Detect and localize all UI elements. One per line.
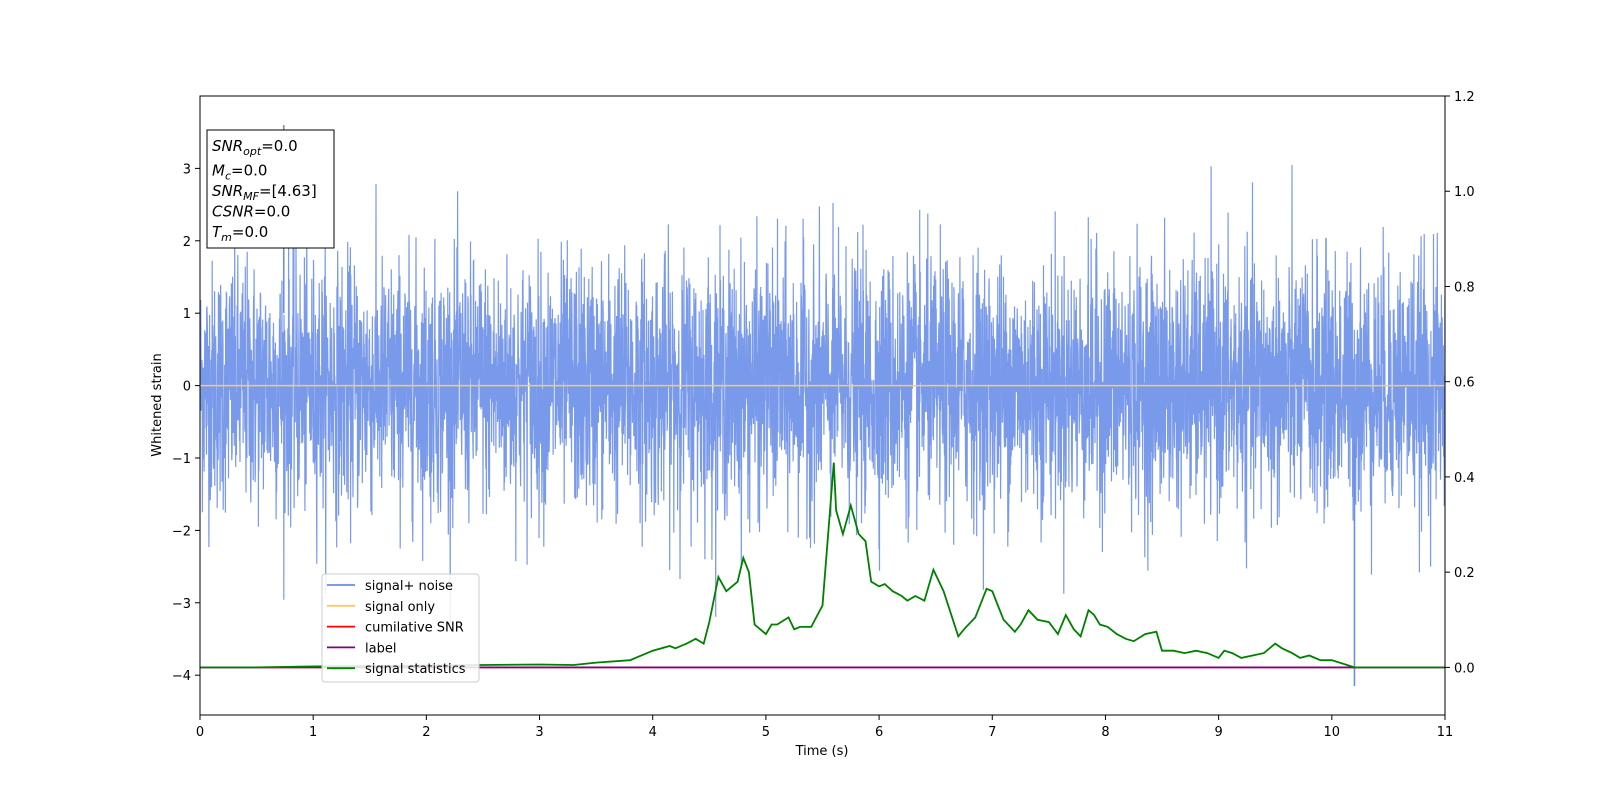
legend-label: label bbox=[365, 641, 396, 656]
series-signal-statistics bbox=[200, 462, 1445, 669]
info-box-frame bbox=[206, 129, 335, 249]
y-left-tick-label: 0 bbox=[183, 380, 191, 395]
x-axis-label: Time (s) bbox=[795, 744, 849, 759]
y-left-tick-label: 1 bbox=[183, 307, 191, 322]
x-tick-label: 6 bbox=[875, 725, 883, 740]
legend-label: signal only bbox=[365, 600, 435, 615]
y-right-tick-label: 1.2 bbox=[1454, 90, 1475, 105]
info-line: Mc=0.0 bbox=[212, 162, 267, 183]
info-line: Tm=0.0 bbox=[212, 223, 268, 244]
y-axis-label: Whitened strain bbox=[150, 353, 165, 456]
x-tick-label: 8 bbox=[1101, 725, 1109, 740]
plot-area bbox=[200, 124, 1445, 687]
y-right-tick-label: 0.8 bbox=[1454, 280, 1475, 295]
axes: 0 1 2 3 4 5 6 7 8 9 10 11 −4 −3 −2 −1 0 1 2 3 0.0 0.2 0.4 0.6 0.… bbox=[172, 90, 1475, 740]
x-tick-label: 3 bbox=[535, 725, 543, 740]
legend: signal+ noise signal only cumilative SNR la… bbox=[321, 573, 480, 683]
y-right-tick-label: 0.0 bbox=[1454, 661, 1475, 676]
y-right-tick-label: 0.6 bbox=[1454, 376, 1475, 391]
legend-label: signal+ noise bbox=[365, 579, 453, 594]
x-tick-label: 2 bbox=[422, 725, 430, 740]
y-right-tick-label: 0.2 bbox=[1454, 566, 1475, 581]
x-tick-label: 7 bbox=[988, 725, 996, 740]
legend-label: signal statistics bbox=[365, 662, 466, 677]
legend-label: cumilative SNR bbox=[365, 621, 464, 636]
info-line: SNRopt=0.0 bbox=[212, 137, 298, 158]
info-line: CSNR=0.0 bbox=[212, 203, 290, 221]
y-left-tick-label: −2 bbox=[172, 524, 191, 539]
y-left-tick-label: −3 bbox=[172, 597, 191, 612]
x-tick-label: 9 bbox=[1214, 725, 1222, 740]
y-left-tick-label: −4 bbox=[172, 669, 191, 684]
x-tick-label: 4 bbox=[649, 725, 657, 740]
series-signal-plus-noise bbox=[200, 165, 1445, 625]
axes-frame bbox=[199, 95, 1446, 716]
y-right-tick-label: 1.0 bbox=[1454, 185, 1475, 200]
y-right-tick-label: 0.4 bbox=[1454, 471, 1475, 486]
y-left-tick-label: −1 bbox=[172, 452, 191, 467]
x-tick-label: 0 bbox=[196, 725, 204, 740]
legend-frame bbox=[321, 573, 480, 683]
x-tick-label: 5 bbox=[762, 725, 770, 740]
x-tick-label: 11 bbox=[1437, 725, 1454, 740]
y-left-tick-label: 3 bbox=[183, 162, 191, 177]
x-tick-label: 10 bbox=[1324, 725, 1341, 740]
info-line: SNRMF=[4.63] bbox=[212, 182, 317, 203]
y-left-tick-label: 2 bbox=[183, 235, 191, 250]
x-tick-label: 1 bbox=[309, 725, 317, 740]
